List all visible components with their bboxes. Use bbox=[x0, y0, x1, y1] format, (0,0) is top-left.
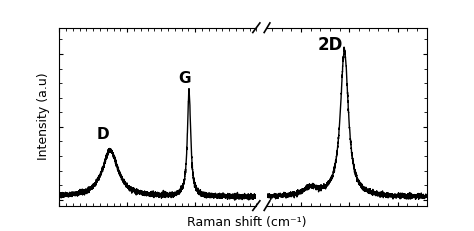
Text: Raman shift (cm⁻¹): Raman shift (cm⁻¹) bbox=[187, 216, 306, 229]
Text: D: D bbox=[97, 127, 110, 142]
Text: G: G bbox=[179, 71, 191, 86]
Text: 2D: 2D bbox=[317, 36, 343, 54]
Y-axis label: Intensity (a.u): Intensity (a.u) bbox=[37, 73, 50, 161]
